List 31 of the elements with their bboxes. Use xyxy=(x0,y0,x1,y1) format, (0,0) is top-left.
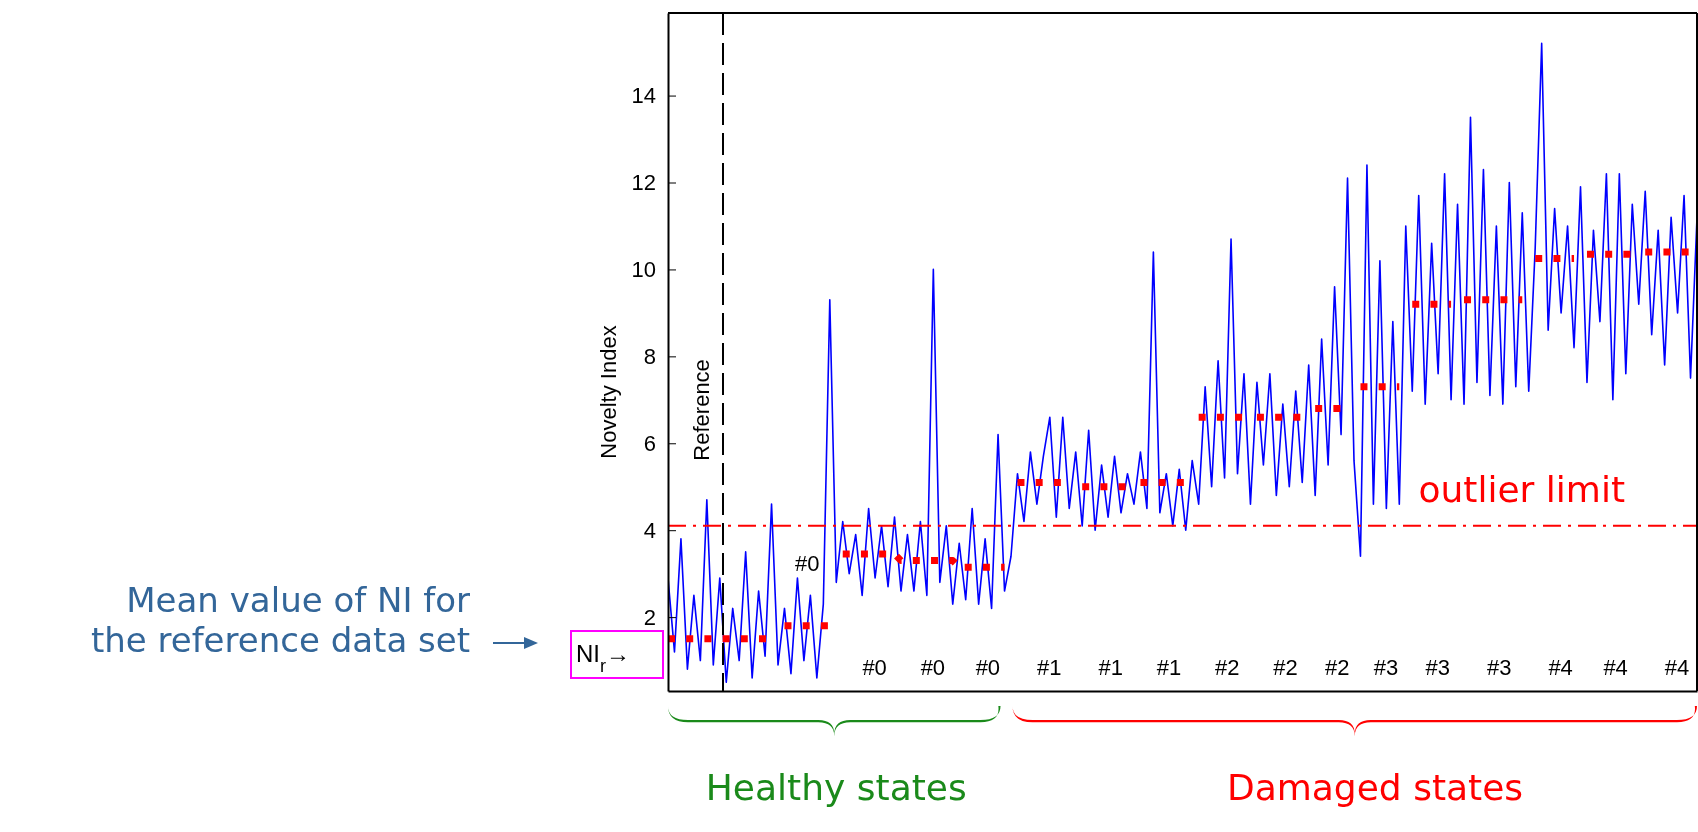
text: Mean value of NI for the reference data set xyxy=(90,580,471,660)
line-series xyxy=(668,42,1697,684)
annotation: Reference xyxy=(689,359,714,461)
y-axis-title: Novelty Index xyxy=(596,325,621,459)
annotation: #0 xyxy=(862,655,887,680)
text: Damaged states xyxy=(1226,767,1524,808)
y-tick-label: 10 xyxy=(631,256,656,282)
text: NI$_{r}$→ xyxy=(576,640,630,677)
y-tick-label: 8 xyxy=(643,343,656,369)
annotation: #3 xyxy=(1486,655,1512,680)
annotation: #1 xyxy=(1156,655,1182,680)
annotation: #4 xyxy=(1664,655,1690,680)
annotation: #1 xyxy=(1098,655,1124,680)
annotation: #0 xyxy=(920,655,946,680)
ref-line-label: outlier limit xyxy=(1418,468,1625,510)
y-tick-label: 2 xyxy=(643,604,656,630)
annotation: #4 xyxy=(1548,655,1573,680)
annotation: #2 xyxy=(1273,655,1298,680)
annotation: #0 xyxy=(794,550,820,576)
annotation: #2 xyxy=(1215,655,1240,680)
y-tick-label: 12 xyxy=(631,170,656,196)
annotation: #0 xyxy=(975,655,1001,680)
annotation: #3 xyxy=(1373,655,1399,680)
annotation: #3 xyxy=(1425,655,1450,680)
y-tick-label: 14 xyxy=(631,83,656,109)
annotation: #1 xyxy=(1037,655,1062,680)
y-tick-label: 6 xyxy=(643,430,656,456)
annotation: #4 xyxy=(1603,655,1628,680)
y-tick-label: 4 xyxy=(643,517,656,543)
text: Healthy states xyxy=(705,767,967,808)
annotation: #2 xyxy=(1325,655,1350,680)
